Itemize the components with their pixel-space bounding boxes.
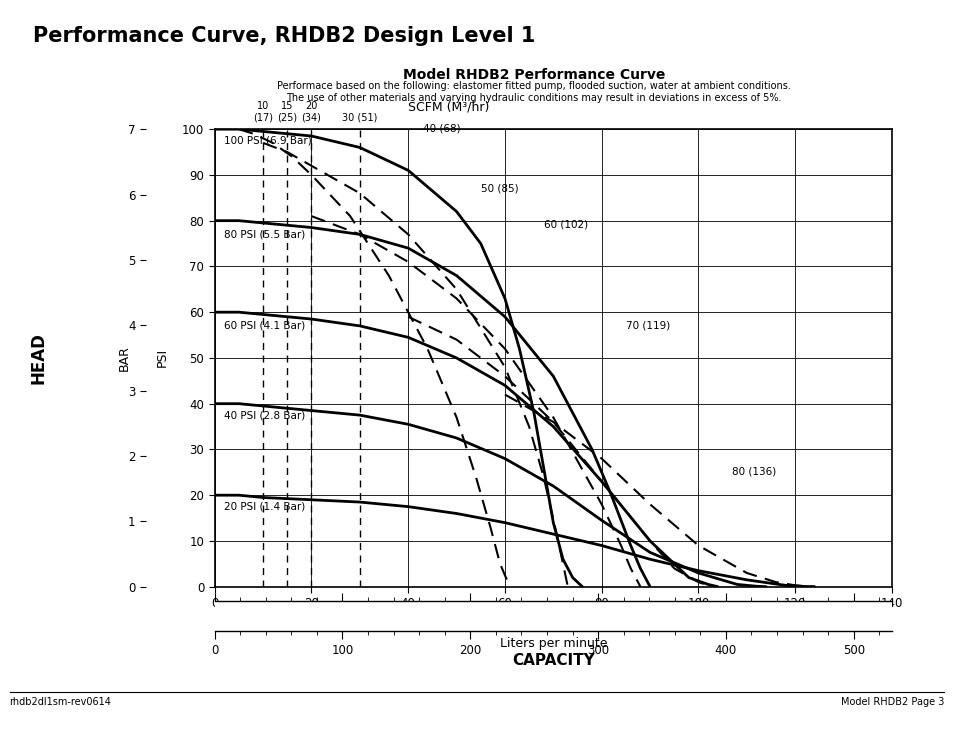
Text: 40 (68): 40 (68) — [422, 124, 460, 134]
Text: 100 PSI (6.9 Bar): 100 PSI (6.9 Bar) — [224, 136, 312, 145]
Text: 30 (51): 30 (51) — [342, 112, 377, 123]
Text: 80 (136): 80 (136) — [732, 467, 776, 477]
Text: PSI: PSI — [155, 348, 169, 368]
Text: BAR: BAR — [117, 345, 131, 371]
Text: Liters per minute: Liters per minute — [499, 637, 606, 650]
Text: 80 PSI (5.5 Bar): 80 PSI (5.5 Bar) — [224, 230, 305, 239]
Text: SCFM (M³/hr): SCFM (M³/hr) — [408, 100, 489, 113]
Text: 20
(34): 20 (34) — [301, 100, 321, 123]
Text: Model RHDB2 Performance Curve: Model RHDB2 Performance Curve — [402, 68, 665, 82]
Text: CAPACITY: CAPACITY — [512, 653, 594, 668]
X-axis label: U.S. Gallons per minute: U.S. Gallons per minute — [478, 615, 627, 629]
Text: 50 (85): 50 (85) — [480, 183, 517, 193]
Text: 15
(25): 15 (25) — [277, 100, 297, 123]
Text: rhdb2dl1sm-rev0614: rhdb2dl1sm-rev0614 — [10, 697, 112, 708]
Text: HEAD: HEAD — [30, 332, 47, 384]
Text: Performance Curve, RHDB2 Design Level 1: Performance Curve, RHDB2 Design Level 1 — [33, 26, 536, 46]
Text: 70 (119): 70 (119) — [625, 320, 669, 331]
Text: Performace based on the following: elastomer fitted pump, flooded suction, water: Performace based on the following: elast… — [277, 81, 790, 103]
Text: 40 PSI (2.8 Bar): 40 PSI (2.8 Bar) — [224, 410, 305, 420]
Text: 10
(17): 10 (17) — [253, 100, 273, 123]
Text: 60 (102): 60 (102) — [543, 220, 587, 230]
Text: 20 PSI (1.4 Bar): 20 PSI (1.4 Bar) — [224, 502, 305, 511]
Text: Model RHDB2 Page 3: Model RHDB2 Page 3 — [841, 697, 943, 708]
Text: 60 PSI (4.1 Bar): 60 PSI (4.1 Bar) — [224, 321, 305, 331]
